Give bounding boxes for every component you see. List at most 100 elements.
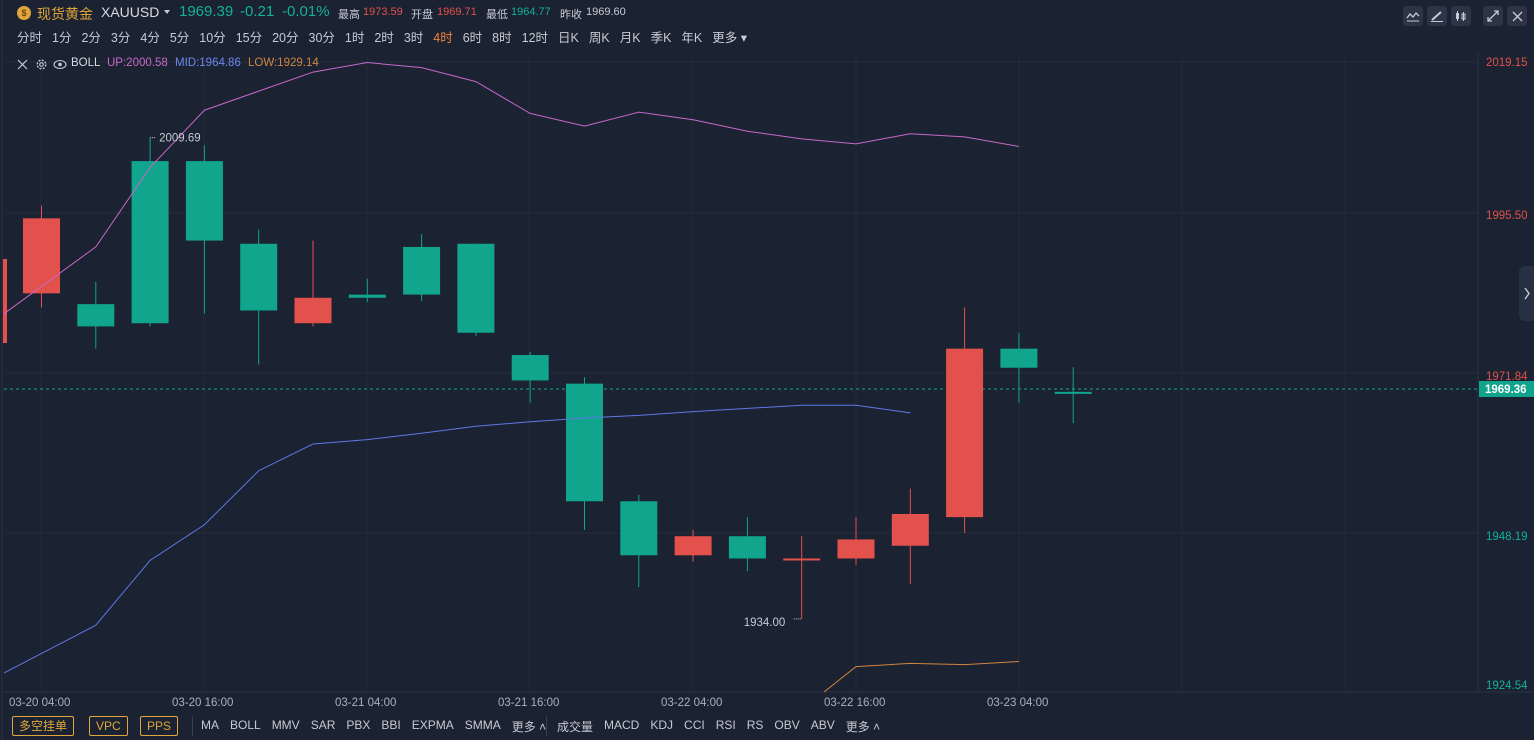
low-marker: 1934.00 — [744, 617, 786, 629]
divider — [546, 716, 547, 736]
main-indicator-list: MA BOLL MMV SAR PBX BBI EXPMA SMMA 更多 ˄ — [201, 718, 546, 735]
period-selector: 分时 1分 2分 3分 4分 5分 10分 15分 20分 30分 1时 2时 3时 4时 6时 8时 12时日… — [12, 29, 752, 47]
indicator-option[interactable]: ABV — [810, 718, 835, 732]
price-axis-label: 1971.84 — [1486, 371, 1528, 383]
boll-up-value: UP:2000.58 — [107, 57, 168, 69]
current-price-value: 1969.36 — [1485, 384, 1527, 396]
indicator-option[interactable]: BBI — [381, 718, 401, 732]
indicator-option[interactable]: EXPMA — [411, 718, 454, 732]
period-tab[interactable]: 分时 — [17, 31, 43, 45]
period-tab[interactable]: 季K — [650, 31, 672, 45]
candle-partial — [3, 259, 7, 343]
price-axis-label: 1995.50 — [1486, 210, 1528, 222]
chevron-down-icon[interactable] — [164, 10, 170, 14]
symbol-selector[interactable]: XAUUSD — [101, 4, 160, 20]
period-tab[interactable]: 15分 — [235, 31, 263, 45]
indicator-option[interactable]: OBV — [774, 718, 800, 732]
close-icon[interactable] — [1507, 6, 1527, 26]
indicator-option[interactable]: SAR — [310, 718, 336, 732]
indicator-option[interactable]: 更多 ˄ — [511, 720, 547, 734]
draw-pen-icon[interactable] — [1427, 6, 1447, 26]
boll-mid-value: MID:1964.86 — [175, 57, 241, 69]
indicator-option[interactable]: SMMA — [464, 718, 501, 732]
candle-body — [728, 536, 766, 559]
period-tab[interactable]: 1时 — [344, 31, 365, 45]
period-tab[interactable]: 更多 ▾ — [712, 31, 747, 45]
time-axis-label: 03-20 16:00 — [172, 697, 234, 709]
period-tab[interactable]: 3分 — [110, 31, 131, 45]
candle-body — [77, 304, 115, 327]
candle-body — [185, 161, 223, 241]
high-marker: 2009.69 — [159, 133, 201, 145]
high-value: 1973.59 — [363, 6, 403, 18]
candle-body — [131, 161, 169, 324]
open-value: 1969.71 — [437, 6, 477, 18]
boll-mid-line — [3, 404, 911, 674]
current-price-tag — [1479, 381, 1534, 397]
divider — [192, 716, 193, 736]
candle-body — [348, 294, 386, 298]
close-icon[interactable] — [16, 57, 29, 74]
indicator-option[interactable]: RSI — [715, 718, 736, 732]
fullscreen-icon[interactable] — [1483, 6, 1503, 26]
indicator-option[interactable]: CCI — [684, 718, 705, 732]
low-label: 最低 — [486, 9, 508, 21]
time-axis-label: 03-21 16:00 — [498, 697, 560, 709]
period-tab[interactable]: 12时 — [521, 31, 549, 45]
top-bar: $ 现货黄金 XAUUSD 1969.39 -0.21 -0.01% 最高 19… — [0, 0, 1534, 26]
indicator-option[interactable]: 更多 ˄ — [845, 720, 881, 734]
period-tab[interactable]: 20分 — [272, 31, 299, 45]
period-tab[interactable]: 月K — [619, 31, 641, 45]
side-panel-toggle[interactable] — [1519, 266, 1534, 321]
candle-body — [511, 355, 549, 381]
period-tab[interactable]: 年K — [681, 31, 703, 45]
period-tab[interactable]: 2分 — [81, 31, 101, 45]
indicator-option[interactable]: KDJ — [650, 718, 674, 732]
low-value: 1964.77 — [511, 6, 551, 18]
period-tab[interactable]: 4时 — [433, 31, 453, 45]
price-change: -0.21 — [240, 3, 275, 20]
price-axis-label: 2019.15 — [1486, 57, 1528, 69]
period-tab[interactable]: 日K — [558, 31, 579, 45]
price-axis-label: 1924.54 — [1486, 680, 1528, 692]
indicator-option[interactable]: PBX — [346, 718, 371, 732]
period-tab[interactable]: 3时 — [403, 31, 424, 45]
indicator-name: BOLL — [71, 57, 101, 69]
indicator-option[interactable]: MMV — [271, 718, 300, 732]
indicator-option[interactable]: MA — [201, 718, 219, 732]
period-tab[interactable]: 8时 — [492, 31, 512, 45]
gear-icon[interactable] — [35, 57, 48, 74]
candle-body — [783, 558, 821, 561]
period-tab[interactable]: 30分 — [308, 31, 335, 45]
eye-icon[interactable] — [53, 57, 67, 74]
high-label: 最高 — [338, 9, 360, 21]
time-axis-label: 03-23 04:00 — [987, 697, 1049, 709]
candle-body — [294, 297, 332, 324]
boll-low-value: LOW:1929.14 — [248, 57, 319, 69]
period-tab[interactable]: 2时 — [374, 31, 394, 45]
indicator-option[interactable]: RS — [746, 718, 764, 732]
time-axis-label: 03-21 04:00 — [335, 697, 397, 709]
instrument-name[interactable]: 现货黄金 — [37, 6, 93, 22]
indicator-option[interactable]: BOLL — [230, 718, 261, 732]
last-price: 1969.39 — [179, 3, 234, 20]
candle-type-icon[interactable] — [1451, 6, 1471, 26]
pps-button[interactable]: PPS — [140, 716, 179, 736]
candle-body — [1054, 391, 1092, 394]
candle-body — [23, 218, 60, 294]
indicator-option[interactable]: 成交量 — [557, 720, 594, 734]
period-tab[interactable]: 5分 — [169, 31, 190, 45]
candle-body — [946, 348, 984, 518]
period-tab[interactable]: 4分 — [140, 31, 160, 45]
boll-low-line — [823, 660, 1020, 693]
prev-close-value: 1969.60 — [586, 6, 626, 18]
period-tab[interactable]: 6时 — [462, 31, 483, 45]
long-short-orders-button[interactable]: 多空挂单 — [12, 716, 75, 736]
period-tab[interactable]: 周K — [588, 31, 610, 45]
line-chart-icon[interactable] — [1403, 6, 1423, 26]
period-tab[interactable]: 1分 — [52, 31, 72, 45]
period-tab[interactable]: 10分 — [199, 31, 226, 45]
indicator-option[interactable]: MACD — [604, 718, 640, 732]
vpc-button[interactable]: VPC — [89, 716, 128, 736]
